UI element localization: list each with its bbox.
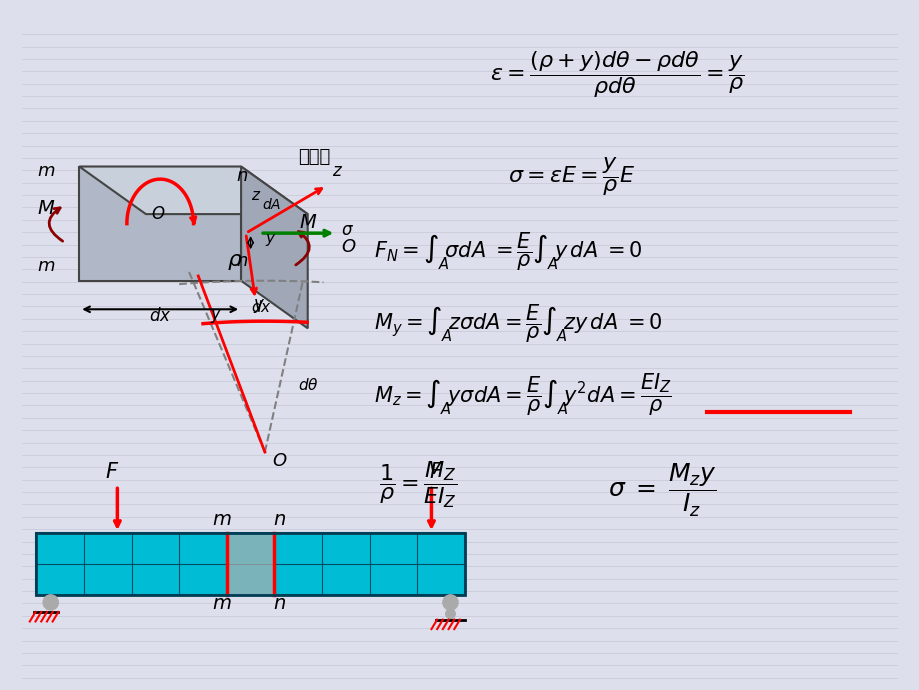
Polygon shape bbox=[79, 166, 307, 214]
Text: $y$: $y$ bbox=[252, 297, 265, 315]
Text: $m$: $m$ bbox=[37, 257, 55, 275]
Text: $dx$: $dx$ bbox=[250, 299, 271, 315]
Text: $y$: $y$ bbox=[265, 232, 277, 248]
Circle shape bbox=[445, 609, 455, 619]
Text: $y$: $y$ bbox=[210, 307, 221, 325]
Text: $\sigma \;=\; \dfrac{M_z y}{I_z}$: $\sigma \;=\; \dfrac{M_z y}{I_z}$ bbox=[607, 462, 715, 519]
Text: $n$: $n$ bbox=[272, 594, 286, 613]
Text: $F$: $F$ bbox=[106, 462, 119, 482]
Polygon shape bbox=[79, 166, 241, 281]
Text: $M$: $M$ bbox=[37, 199, 55, 218]
Text: $M$: $M$ bbox=[299, 213, 316, 233]
Bar bbox=[37, 533, 464, 595]
Text: $\sigma = \varepsilon E = \dfrac{y}{\rho}E$: $\sigma = \varepsilon E = \dfrac{y}{\rho… bbox=[507, 155, 635, 197]
Text: $m$: $m$ bbox=[37, 162, 55, 180]
Text: $d\theta$: $d\theta$ bbox=[298, 377, 319, 393]
Text: $dA$: $dA$ bbox=[262, 197, 281, 213]
Text: $n$: $n$ bbox=[236, 253, 248, 270]
Text: $\dfrac{1}{\rho} = \dfrac{M_Z}{EI_Z}$: $\dfrac{1}{\rho} = \dfrac{M_Z}{EI_Z}$ bbox=[379, 460, 457, 511]
Text: $z$: $z$ bbox=[331, 162, 342, 180]
Text: $dx$: $dx$ bbox=[149, 307, 171, 325]
Text: $M_z = \int_A\!y\sigma dA = \dfrac{E}{\rho}\int_A\!y^2 dA = \dfrac{EI_Z}{\rho}$: $M_z = \int_A\!y\sigma dA = \dfrac{E}{\r… bbox=[374, 372, 672, 418]
Text: $z$: $z$ bbox=[250, 188, 261, 203]
Text: $O$: $O$ bbox=[341, 238, 356, 256]
Text: $\varepsilon = \dfrac{(\rho+y)d\theta - \rho d\theta}{\rho d\theta} = \dfrac{y}{: $\varepsilon = \dfrac{(\rho+y)d\theta - … bbox=[490, 50, 743, 101]
Circle shape bbox=[442, 595, 458, 610]
Text: $F$: $F$ bbox=[428, 462, 443, 482]
Text: $M_y = \int_A\!z\sigma dA = \dfrac{E}{\rho}\int_A\!zy\,dA \;= 0$: $M_y = \int_A\!z\sigma dA = \dfrac{E}{\r… bbox=[374, 302, 663, 345]
Text: $m$: $m$ bbox=[212, 511, 232, 529]
Text: 中性轴: 中性轴 bbox=[298, 148, 330, 166]
Bar bbox=[227, 533, 274, 595]
Text: $m$: $m$ bbox=[212, 594, 232, 613]
Text: $F_N = \int_A\!\sigma dA \;= \dfrac{E}{\rho}\int_A\!y\,dA \;= 0$: $F_N = \int_A\!\sigma dA \;= \dfrac{E}{\… bbox=[374, 231, 642, 273]
Text: $n$: $n$ bbox=[272, 511, 286, 529]
Polygon shape bbox=[241, 166, 307, 328]
Bar bbox=[37, 533, 464, 595]
Text: $\rho$: $\rho$ bbox=[227, 253, 243, 273]
Text: $n$: $n$ bbox=[236, 167, 248, 185]
Text: $O$: $O$ bbox=[151, 205, 165, 223]
Circle shape bbox=[43, 595, 58, 610]
Text: $\sigma$: $\sigma$ bbox=[341, 221, 354, 239]
Text: $O$: $O$ bbox=[272, 453, 288, 471]
